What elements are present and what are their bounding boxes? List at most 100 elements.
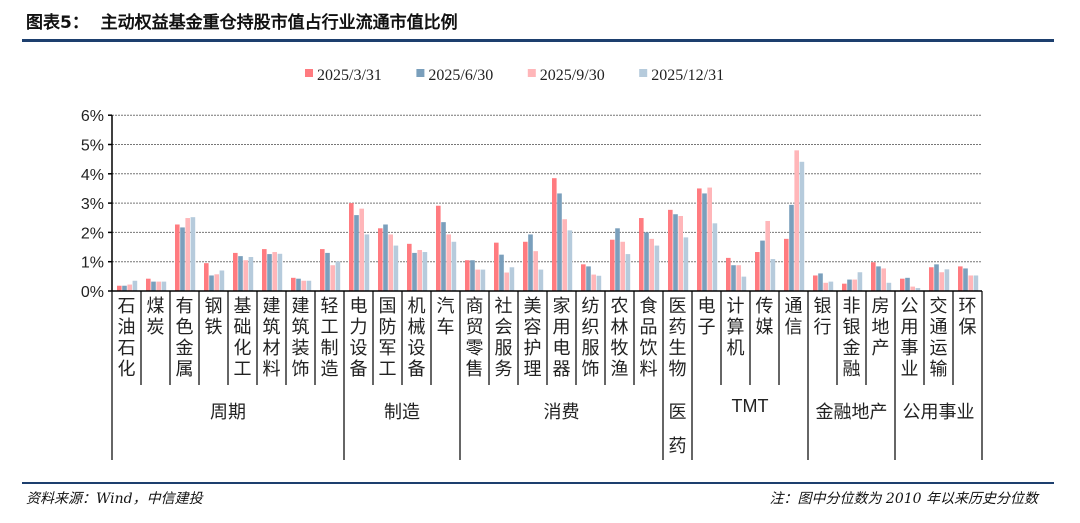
category-label-char: 装 bbox=[292, 338, 310, 359]
bar-4 bbox=[770, 259, 776, 291]
bar-1 bbox=[436, 205, 441, 291]
bar-3 bbox=[678, 215, 683, 291]
bar-2 bbox=[151, 281, 156, 291]
bar-4 bbox=[277, 253, 283, 291]
category-label-char: 服 bbox=[495, 338, 513, 359]
bar-2 bbox=[876, 266, 881, 291]
category-label-char: 保 bbox=[959, 317, 977, 338]
category-label-char: 行 bbox=[814, 317, 832, 338]
bar-3 bbox=[968, 275, 973, 291]
footer-divider bbox=[22, 482, 1054, 484]
bar-4 bbox=[393, 245, 399, 291]
bar-4 bbox=[944, 269, 950, 291]
bar-1 bbox=[204, 263, 209, 291]
legend-swatch bbox=[527, 69, 536, 77]
bar-4 bbox=[915, 288, 921, 291]
bar-2 bbox=[238, 256, 243, 291]
bar-3 bbox=[504, 272, 509, 291]
category-label-char: 化 bbox=[234, 338, 252, 359]
bar-4 bbox=[625, 254, 631, 291]
bar-1 bbox=[900, 278, 905, 291]
bar-2 bbox=[644, 232, 649, 291]
bar-3 bbox=[359, 208, 364, 291]
category-label-char: 农 bbox=[611, 296, 629, 317]
bar-2 bbox=[615, 228, 620, 291]
category-label-char: 础 bbox=[234, 317, 252, 338]
category-label-char: 社 bbox=[495, 296, 513, 317]
bar-2 bbox=[847, 279, 852, 291]
y-tick-label: 5% bbox=[81, 138, 104, 155]
bar-2 bbox=[209, 275, 214, 291]
category-label-char: 渔 bbox=[611, 359, 629, 380]
bar-4 bbox=[248, 257, 254, 291]
category-label-char: 工 bbox=[234, 359, 252, 380]
category-label-char: 汽 bbox=[437, 296, 455, 317]
category-label-char: 基 bbox=[234, 296, 252, 317]
bar-4 bbox=[306, 280, 312, 291]
category-label-char: 商 bbox=[466, 296, 484, 317]
bar-2 bbox=[586, 266, 591, 291]
category-label-char: 输 bbox=[930, 359, 948, 380]
category-label-char: 品 bbox=[640, 317, 658, 338]
category-label-char: 机 bbox=[408, 296, 426, 317]
group-label: 周期 bbox=[210, 402, 246, 422]
category-label-char: 备 bbox=[408, 359, 426, 380]
bar-4 bbox=[538, 269, 544, 291]
category-label-char: 务 bbox=[495, 359, 513, 380]
category-label-char: 造 bbox=[321, 359, 339, 380]
bar-1 bbox=[668, 209, 673, 291]
bar-4 bbox=[683, 237, 689, 291]
bar-3 bbox=[939, 272, 944, 291]
category-label-char: 建 bbox=[263, 296, 281, 317]
bar-3 bbox=[910, 286, 915, 291]
category-label-char: 家 bbox=[553, 296, 571, 317]
bar-4 bbox=[654, 245, 660, 291]
category-label-char: 国 bbox=[379, 296, 397, 317]
bar-4 bbox=[190, 217, 196, 291]
category-label-char: 计 bbox=[727, 296, 745, 317]
bar-1 bbox=[639, 218, 644, 291]
bar-3 bbox=[330, 265, 335, 291]
category-label-char: 环 bbox=[959, 296, 977, 317]
group-label-char: 药 bbox=[669, 436, 687, 457]
category-label-char: 饰 bbox=[582, 359, 600, 380]
category-label-char: 牧 bbox=[611, 338, 629, 359]
category-label-char: 用 bbox=[553, 317, 571, 338]
category-label-char: 防 bbox=[379, 317, 397, 338]
bar-3 bbox=[620, 241, 625, 291]
bar-1 bbox=[581, 264, 586, 291]
category-label-char: 护 bbox=[524, 338, 542, 359]
bar-4 bbox=[799, 161, 805, 291]
source-text: 资料来源：Wind，中信建投 bbox=[26, 491, 203, 507]
bar-3 bbox=[736, 265, 741, 291]
bar-1 bbox=[320, 249, 325, 291]
bar-3 bbox=[562, 219, 567, 291]
category-label-char: 药 bbox=[669, 317, 687, 338]
category-label-char: 器 bbox=[553, 359, 571, 380]
bar-3 bbox=[794, 150, 799, 291]
bar-4 bbox=[219, 270, 225, 291]
category-label-char: 信 bbox=[785, 317, 803, 338]
bar-1 bbox=[117, 285, 122, 291]
bar-2 bbox=[673, 214, 678, 291]
note-text: 注：图中分位数为 2010 年以来历史分位数 bbox=[769, 491, 1038, 507]
bar-1 bbox=[465, 260, 470, 291]
bar-2 bbox=[267, 254, 272, 291]
group-label-char: 医 bbox=[669, 402, 687, 423]
category-label-char: 交 bbox=[930, 296, 948, 317]
category-label-char: 非 bbox=[843, 296, 861, 317]
bar-2 bbox=[412, 252, 417, 291]
category-label-char: 饰 bbox=[292, 359, 310, 380]
bar-1 bbox=[146, 278, 151, 291]
category-label-char: 工 bbox=[321, 317, 339, 338]
category-label-char: 力 bbox=[350, 317, 368, 338]
category-label-char: 用 bbox=[901, 317, 919, 338]
bar-2 bbox=[470, 260, 475, 291]
category-label-char: 运 bbox=[930, 338, 948, 359]
bar-2 bbox=[905, 277, 910, 291]
category-label-char: 机 bbox=[727, 338, 745, 359]
bar-3 bbox=[127, 284, 132, 291]
category-label-char: 产 bbox=[872, 338, 890, 359]
bar-2 bbox=[383, 224, 388, 291]
bar-4 bbox=[451, 241, 457, 291]
